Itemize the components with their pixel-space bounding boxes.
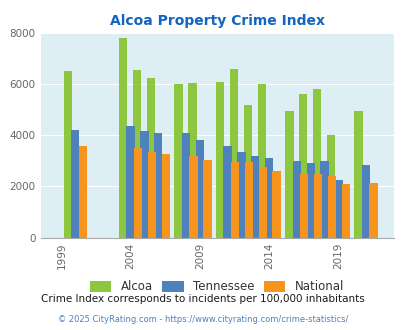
Bar: [333, 180, 342, 238]
Bar: [189, 156, 197, 238]
Bar: [272, 171, 280, 238]
Bar: [229, 69, 238, 238]
Bar: [195, 141, 204, 238]
Bar: [230, 162, 239, 238]
Bar: [298, 94, 307, 238]
Text: © 2025 CityRating.com - https://www.cityrating.com/crime-statistics/: © 2025 CityRating.com - https://www.city…: [58, 315, 347, 324]
Bar: [188, 83, 196, 238]
Bar: [134, 148, 142, 238]
Bar: [64, 71, 72, 238]
Bar: [285, 111, 293, 238]
Bar: [140, 131, 148, 238]
Bar: [354, 111, 362, 238]
Bar: [174, 84, 182, 238]
Bar: [320, 161, 328, 238]
Bar: [251, 156, 259, 238]
Bar: [299, 174, 308, 238]
Bar: [258, 167, 266, 238]
Bar: [292, 161, 300, 238]
Bar: [146, 78, 155, 238]
Bar: [71, 130, 79, 238]
Bar: [326, 135, 334, 238]
Bar: [154, 133, 162, 238]
Bar: [181, 133, 190, 238]
Bar: [244, 162, 252, 238]
Bar: [126, 126, 134, 238]
Bar: [243, 105, 252, 238]
Legend: Alcoa, Tennessee, National: Alcoa, Tennessee, National: [90, 280, 343, 293]
Bar: [215, 82, 224, 238]
Bar: [119, 38, 127, 238]
Bar: [203, 160, 211, 238]
Bar: [327, 176, 335, 238]
Bar: [369, 182, 377, 238]
Title: Alcoa Property Crime Index: Alcoa Property Crime Index: [109, 14, 324, 28]
Bar: [306, 163, 314, 238]
Bar: [312, 89, 320, 238]
Bar: [147, 152, 156, 238]
Bar: [264, 158, 273, 238]
Bar: [361, 165, 369, 238]
Bar: [132, 70, 141, 238]
Bar: [257, 84, 265, 238]
Text: Crime Index corresponds to incidents per 100,000 inhabitants: Crime Index corresponds to incidents per…: [41, 294, 364, 304]
Bar: [161, 154, 170, 238]
Bar: [223, 146, 231, 238]
Bar: [341, 184, 349, 238]
Bar: [237, 152, 245, 238]
Bar: [313, 174, 322, 238]
Bar: [78, 146, 87, 238]
